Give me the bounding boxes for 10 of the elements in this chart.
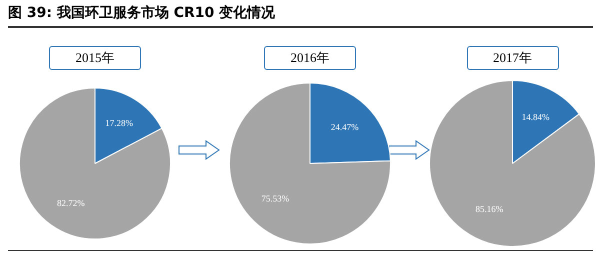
chart-title: 2017年: [466, 46, 558, 70]
data-label: 82.72%: [56, 198, 86, 208]
data-label: 75.53%: [261, 194, 290, 204]
chart-title: 2015年: [49, 46, 141, 70]
data-label: 85.16%: [475, 204, 504, 214]
data-label: 24.47%: [330, 122, 360, 132]
data-label: 14.84%: [522, 112, 550, 122]
caption: 图 39: 我国环卫服务市场 CR10 变化情况: [8, 4, 276, 22]
data-label: 17.28%: [105, 118, 134, 128]
chart-title: 2016年: [264, 46, 356, 70]
